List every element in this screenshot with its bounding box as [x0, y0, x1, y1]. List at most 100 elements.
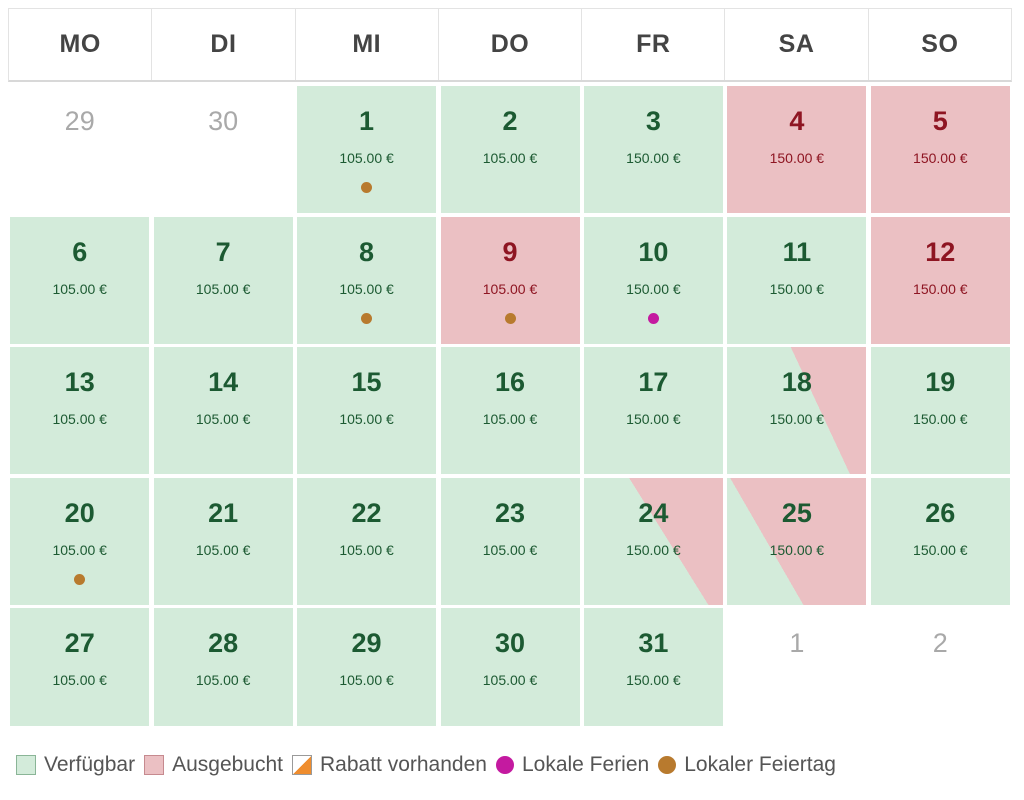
day-price: 150.00 € [769, 280, 825, 297]
day-price: 105.00 € [339, 672, 394, 688]
day-cell[interactable]: 9 105.00 € [440, 216, 580, 344]
day-price: 105.00 € [52, 280, 107, 297]
day-cell[interactable]: 25 150.00 € [727, 477, 867, 605]
day-cell[interactable]: 13 105.00 € [10, 347, 150, 474]
day-cell[interactable]: 22 105.00 € [297, 477, 437, 605]
day-number: 1 [359, 106, 375, 136]
day-cell[interactable]: 19 150.00 € [870, 347, 1010, 474]
day-cell[interactable]: 7 105.00 € [153, 216, 293, 344]
vacation-dot-icon [647, 312, 659, 324]
day-number: 12 [925, 236, 956, 267]
legend-discount: Rabatt vorhanden [292, 753, 487, 777]
day-number: 31 [638, 628, 669, 658]
day-cell: 29 [10, 86, 149, 213]
day-cell[interactable]: 15 105.00 € [297, 347, 437, 474]
day-cell[interactable]: 1 105.00 € [297, 86, 437, 213]
day-price: 105.00 € [339, 280, 394, 297]
day-price: 105.00 € [339, 541, 394, 558]
day-cell[interactable]: 31 150.00 € [583, 608, 723, 726]
day-price: 150.00 € [626, 541, 681, 558]
discount-swatch-icon [292, 755, 312, 775]
day-cell[interactable]: 30 105.00 € [440, 608, 580, 726]
legend-available: Verfügbar [16, 753, 135, 777]
day-number: 11 [782, 236, 812, 267]
day-price: 150.00 € [626, 411, 681, 427]
weekday-thursday: DO [439, 9, 583, 80]
weekday-wednesday: MI [296, 9, 439, 80]
day-cell[interactable]: 11 150.00 € [727, 216, 867, 344]
day-cell[interactable]: 18 150.00 € [727, 347, 867, 474]
day-cell[interactable]: 20 105.00 € [10, 477, 150, 605]
day-price: 150.00 € [913, 150, 968, 166]
day-cell[interactable]: 5 150.00 € [870, 86, 1010, 213]
day-cell[interactable]: 12 150.00 € [870, 216, 1010, 344]
day-cell[interactable]: 24 150.00 € [583, 477, 723, 605]
holiday-dot-icon [74, 573, 86, 585]
day-number: 29 [351, 628, 382, 658]
day-grid: 29 30 1 105.00 €2 105.00 €3 150.00 €4 150.00 €… [8, 82, 1012, 726]
day-number: 6 [72, 236, 88, 267]
day-number: 23 [494, 497, 526, 528]
day-price: 150.00 € [913, 411, 968, 427]
day-cell[interactable]: 29 105.00 € [297, 608, 437, 726]
day-number: 13 [64, 367, 95, 397]
legend-booked-label: Ausgebucht [172, 753, 283, 776]
availability-calendar: MO DI MI DO FR SA SO 29 30 1 105.00 €2 105.0… [8, 8, 1012, 726]
day-cell: 1 [727, 608, 866, 726]
holiday-dot-icon [361, 182, 373, 193]
day-number: 22 [351, 497, 382, 528]
day-number: 24 [638, 497, 669, 528]
day-cell[interactable]: 6 105.00 € [10, 216, 150, 344]
day-price: 150.00 € [626, 672, 681, 688]
day-cell[interactable]: 23 105.00 € [440, 477, 580, 605]
day-price: 105.00 € [482, 280, 538, 297]
day-price: 150.00 € [769, 411, 825, 427]
day-price: 150.00 € [626, 280, 681, 297]
day-price: 105.00 € [339, 150, 394, 166]
day-number: 15 [351, 367, 382, 397]
day-cell[interactable]: 2 105.00 € [440, 86, 580, 213]
holiday-dot-icon [504, 312, 516, 324]
day-price: 150.00 € [769, 150, 825, 166]
day-cell[interactable]: 26 150.00 € [870, 477, 1010, 605]
day-number: 2 [932, 628, 948, 658]
day-number: 9 [502, 236, 518, 267]
weekday-saturday: SA [725, 9, 869, 80]
day-price: 105.00 € [52, 541, 107, 558]
day-number: 10 [638, 236, 669, 267]
legend-vacation: Lokale Ferien [495, 753, 650, 777]
day-cell[interactable]: 8 105.00 € [297, 216, 437, 344]
day-price: 105.00 € [195, 280, 251, 297]
day-price: 150.00 € [769, 541, 825, 558]
day-cell[interactable]: 10 150.00 € [583, 216, 723, 344]
day-number: 8 [359, 236, 375, 267]
day-number: 30 [494, 628, 526, 658]
day-cell[interactable]: 28 105.00 € [153, 608, 293, 726]
day-number: 28 [208, 628, 239, 658]
day-number: 1 [789, 628, 805, 658]
day-cell[interactable]: 17 150.00 € [583, 347, 723, 474]
day-number: 16 [494, 367, 526, 397]
day-cell[interactable]: 14 105.00 € [153, 347, 293, 474]
day-number: 20 [64, 497, 95, 528]
day-number: 19 [925, 367, 956, 397]
day-cell[interactable]: 4 150.00 € [727, 86, 867, 213]
legend-available-label: Verfügbar [44, 753, 136, 776]
legend-holiday-label: Lokaler Feiertag [684, 753, 836, 776]
day-price: 105.00 € [482, 672, 538, 688]
day-number: 5 [932, 106, 948, 136]
day-cell[interactable]: 3 150.00 € [583, 86, 723, 213]
day-price: 105.00 € [195, 411, 251, 427]
day-number: 17 [638, 367, 669, 397]
day-price: 105.00 € [195, 672, 251, 688]
day-cell[interactable]: 21 105.00 € [153, 477, 293, 605]
day-number: 18 [781, 367, 812, 397]
day-number: 29 [64, 106, 95, 136]
weekday-sunday: SO [921, 30, 959, 58]
legend-vacation-label: Lokale Ferien [521, 753, 650, 776]
day-price: 150.00 € [626, 150, 681, 166]
vacation-dot-icon [495, 756, 514, 774]
day-cell[interactable]: 27 105.00 € [10, 608, 150, 726]
day-cell: 2 [871, 608, 1010, 726]
day-cell[interactable]: 16 105.00 € [440, 347, 580, 474]
